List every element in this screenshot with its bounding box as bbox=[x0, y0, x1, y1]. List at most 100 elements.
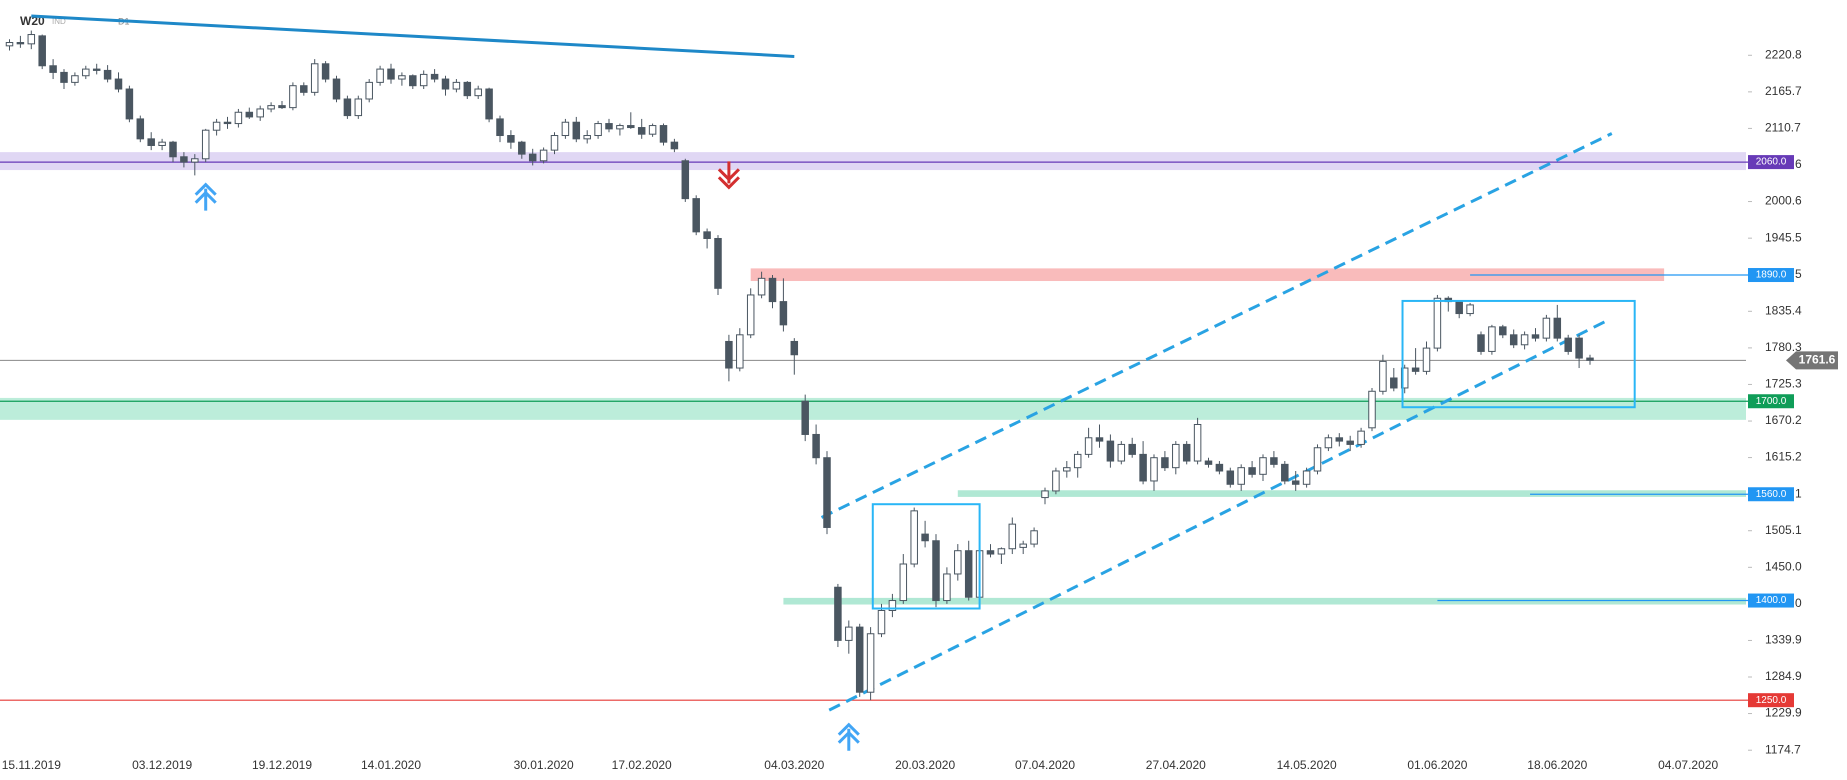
y-tick-label: 1174.7 bbox=[1765, 742, 1801, 756]
x-tick-label: 04.03.2020 bbox=[764, 758, 824, 772]
candle-body bbox=[212, 121, 221, 131]
candle-body bbox=[921, 533, 929, 542]
candle-body bbox=[670, 141, 679, 150]
candle-body bbox=[452, 81, 461, 90]
candle-body bbox=[1226, 470, 1235, 485]
candle-body bbox=[180, 156, 188, 163]
candle-body bbox=[289, 85, 297, 109]
candle-body bbox=[801, 400, 809, 435]
candle-body bbox=[419, 73, 428, 87]
candle-body bbox=[616, 125, 624, 130]
x-tick-label: 01.06.2020 bbox=[1407, 758, 1467, 772]
candle-body bbox=[1139, 453, 1147, 482]
candle-body bbox=[38, 35, 46, 67]
candle-body bbox=[387, 68, 395, 80]
last-price-box bbox=[1786, 351, 1838, 370]
y-tick-label: 1284.9 bbox=[1765, 669, 1802, 683]
candle-body bbox=[1520, 334, 1529, 346]
candle-body bbox=[725, 340, 733, 369]
candle-body bbox=[343, 98, 352, 117]
candle-body bbox=[1063, 467, 1071, 472]
candle-body bbox=[1346, 440, 1354, 445]
candle-body bbox=[932, 540, 940, 602]
level-label-box bbox=[1748, 593, 1794, 608]
candle-body bbox=[223, 121, 232, 125]
candle-body bbox=[507, 135, 515, 143]
candle-body bbox=[1531, 334, 1540, 339]
candle-body bbox=[1509, 334, 1518, 346]
y-tick-label: 1835.4 bbox=[1765, 303, 1802, 317]
x-tick-label: 04.07.2020 bbox=[1658, 758, 1718, 772]
zone bbox=[783, 597, 1746, 605]
candle-body bbox=[539, 149, 548, 162]
level-label-box bbox=[1748, 268, 1794, 283]
candle-body bbox=[1193, 423, 1202, 462]
candle-body bbox=[812, 433, 820, 459]
level-label-box bbox=[1748, 155, 1794, 170]
y-tick-label: 1780.3 bbox=[1765, 340, 1802, 354]
candle-body bbox=[191, 158, 199, 163]
candle-body bbox=[201, 129, 210, 160]
candle-body bbox=[1161, 457, 1169, 469]
candle-body bbox=[757, 277, 766, 296]
candle-body bbox=[409, 75, 417, 87]
candle-body bbox=[855, 626, 864, 693]
zone bbox=[0, 397, 1746, 420]
x-tick-label: 27.04.2020 bbox=[1146, 758, 1206, 772]
candle-body bbox=[1553, 317, 1562, 339]
candle-body bbox=[398, 75, 406, 80]
candle-body bbox=[1237, 467, 1245, 485]
y-tick-label: 1725.3 bbox=[1765, 377, 1802, 391]
candle-body bbox=[5, 42, 14, 47]
candle-body bbox=[300, 85, 308, 93]
candle-body bbox=[234, 111, 243, 125]
candle-body bbox=[627, 125, 635, 129]
candle-body bbox=[1172, 443, 1180, 469]
zone bbox=[750, 268, 1665, 282]
candle-body bbox=[16, 42, 25, 45]
x-tick-label: 17.02.2020 bbox=[612, 758, 672, 772]
candle-body bbox=[1466, 304, 1474, 315]
candle-body bbox=[1182, 443, 1191, 462]
candle-body bbox=[125, 88, 134, 120]
candle-body bbox=[943, 573, 951, 602]
x-tick-label: 15.11.2019 bbox=[2, 758, 61, 772]
candle-body bbox=[888, 600, 897, 612]
candle-body bbox=[136, 118, 145, 140]
level-label-box bbox=[1748, 693, 1794, 708]
x-tick-label: 18.06.2020 bbox=[1527, 758, 1587, 772]
candle-body bbox=[572, 121, 581, 140]
y-tick-label: 1505.1 bbox=[1765, 523, 1802, 537]
market: IND bbox=[52, 17, 66, 26]
candle-body bbox=[1030, 530, 1038, 545]
candle-body bbox=[845, 626, 853, 641]
candle-body bbox=[594, 123, 602, 137]
x-tick-label: 20.03.2020 bbox=[895, 758, 955, 772]
candle-body bbox=[1455, 301, 1463, 315]
candle-body bbox=[474, 88, 482, 97]
candle-body bbox=[245, 111, 254, 118]
candle-body bbox=[1084, 437, 1093, 455]
candle-body bbox=[278, 105, 286, 109]
level-label: 1890.0 bbox=[1756, 270, 1787, 281]
candle-body bbox=[997, 548, 1006, 555]
candle-body bbox=[332, 78, 341, 100]
candle-body bbox=[321, 63, 330, 80]
candle-body bbox=[103, 69, 112, 80]
candle-body bbox=[1281, 463, 1289, 482]
y-tick-label: 1450.0 bbox=[1765, 559, 1802, 573]
box bbox=[871, 503, 981, 610]
candle-body bbox=[1411, 367, 1420, 372]
trendline bbox=[31, 14, 795, 58]
y-tick-label: 1339.9 bbox=[1765, 633, 1802, 647]
candle-body bbox=[877, 610, 886, 635]
candle-body bbox=[910, 510, 918, 565]
candle-body bbox=[1204, 460, 1213, 465]
candle-body bbox=[1270, 457, 1278, 465]
level-label-box bbox=[1748, 487, 1794, 502]
candle-body bbox=[703, 231, 711, 239]
candle-body bbox=[834, 586, 842, 641]
candle-body bbox=[1106, 440, 1115, 462]
candle-body bbox=[310, 63, 319, 93]
